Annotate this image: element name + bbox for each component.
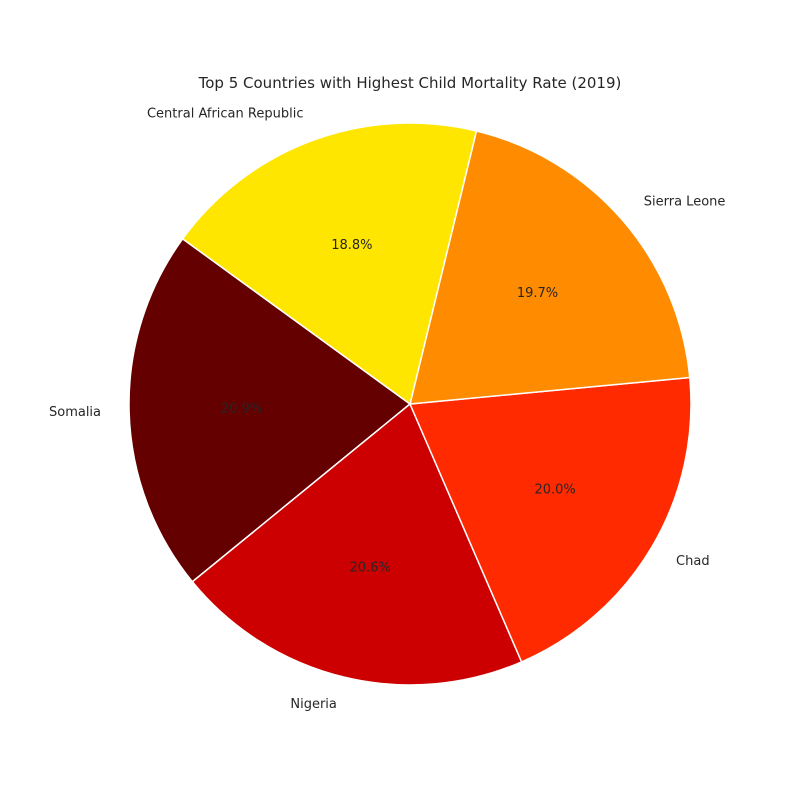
slice-label: Somalia — [49, 405, 101, 420]
pie-slices — [128, 122, 692, 686]
chart-title: Top 5 Countries with Highest Child Morta… — [198, 74, 622, 92]
pie-slice-somalia — [128, 237, 412, 583]
pie-slice-central-african-republic — [181, 122, 478, 406]
slice-label: Sierra Leone — [644, 194, 726, 209]
slice-percent-label: 20.9% — [221, 401, 262, 416]
slice-percent-label: 18.8% — [331, 238, 372, 253]
pie-slice-sierra-leone — [409, 130, 691, 405]
pie-slice-nigeria — [191, 402, 523, 686]
slice-percent-label: 20.6% — [349, 560, 390, 575]
slice-label: Nigeria — [290, 697, 337, 712]
slice-label: Central African Republic — [147, 106, 303, 121]
percent-labels: 20.9% 20.6% 20.0% 19.7% 18.8% — [221, 238, 576, 575]
slice-labels: Somalia Nigeria Chad Sierra Leone Central Af… — [49, 106, 725, 711]
slice-percent-label: 19.7% — [517, 286, 558, 301]
pie-slice-chad — [408, 376, 692, 663]
slice-label: Chad — [676, 554, 710, 569]
slice-percent-label: 20.0% — [534, 482, 575, 497]
